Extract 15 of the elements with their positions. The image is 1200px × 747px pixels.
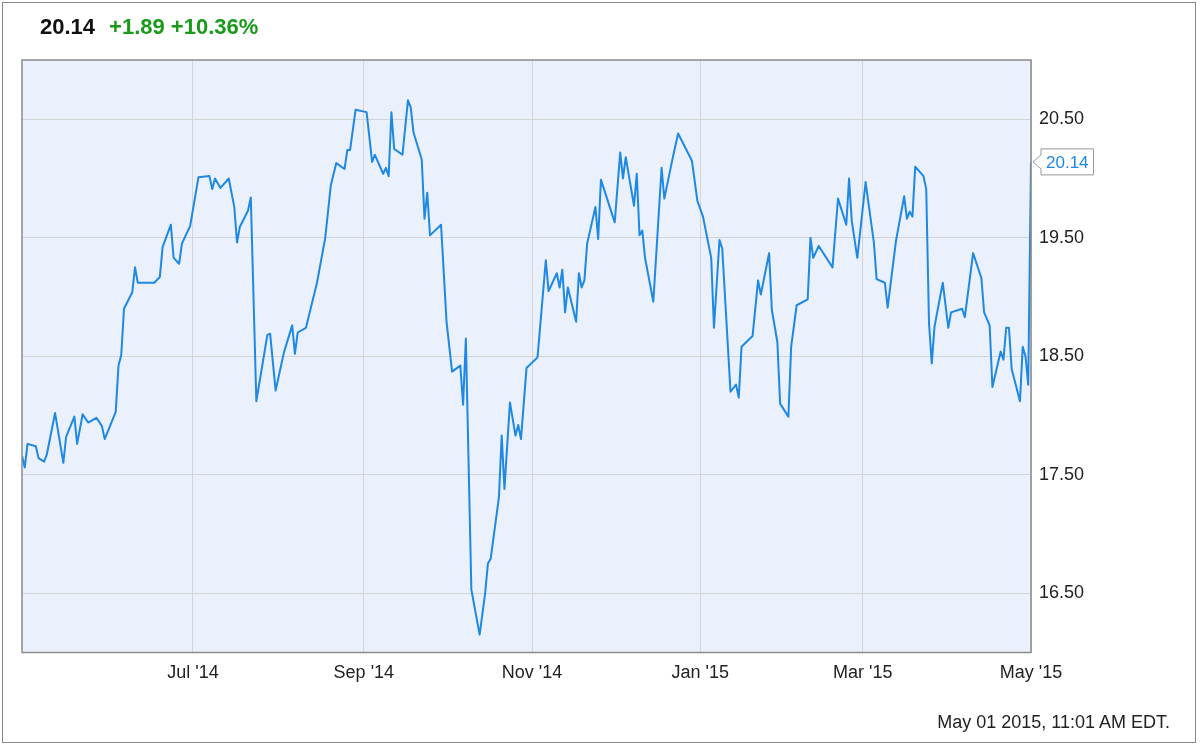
chart-title: 20.14 bbox=[40, 14, 96, 39]
x-tick-label: Jul '14 bbox=[167, 662, 219, 683]
y-tick-label: 18.50 bbox=[1039, 345, 1085, 366]
x-tick-label: Jan '15 bbox=[671, 662, 729, 683]
y-tick-label: 20.50 bbox=[1039, 108, 1085, 129]
y-tick-label: 16.50 bbox=[1039, 582, 1085, 603]
y-tick-label: 17.50 bbox=[1039, 463, 1085, 484]
text: May 01 2015, 11:01 AM EDT. bbox=[937, 712, 1170, 733]
x-tick-label: May '15 bbox=[999, 662, 1063, 683]
chart-subtitle: +1.89 +10.36% bbox=[109, 14, 259, 39]
y-tick-label: 19.50 bbox=[1039, 226, 1085, 247]
annotation: 20.14 bbox=[1046, 152, 1089, 172]
x-tick-label: Sep '14 bbox=[333, 662, 395, 683]
x-tick-label: Mar '15 bbox=[833, 662, 893, 683]
x-tick-label: Nov '14 bbox=[501, 662, 563, 683]
